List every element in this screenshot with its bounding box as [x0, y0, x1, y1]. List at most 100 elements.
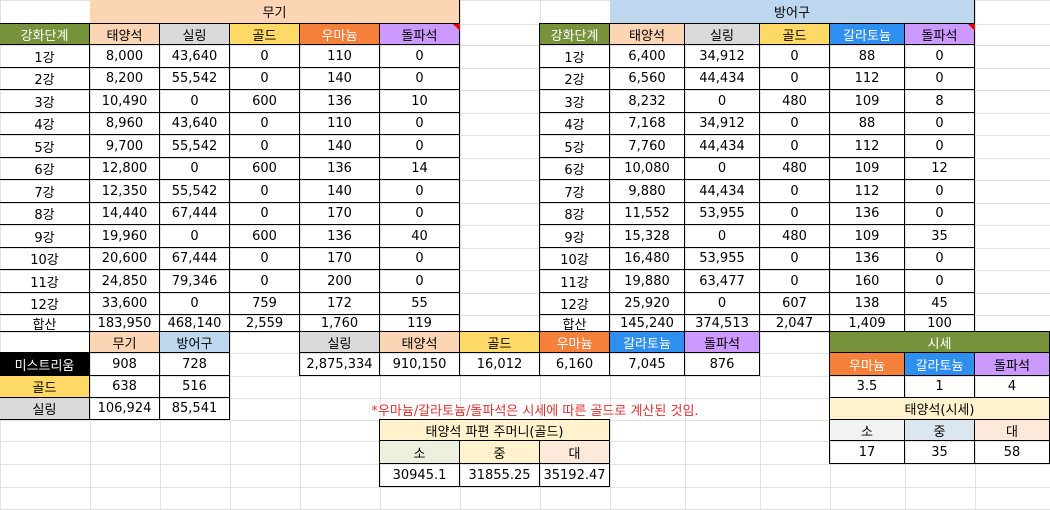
armor-row-label[interactable]: 4강: [540, 113, 610, 135]
weapon-cell[interactable]: 0: [230, 113, 300, 135]
armor-cell[interactable]: 145,240: [610, 315, 685, 332]
weapon-cell[interactable]: 0: [230, 270, 300, 293]
armor-cell[interactable]: 0: [905, 113, 975, 135]
weapon-cell[interactable]: 1,760: [300, 315, 380, 332]
weapon-cell[interactable]: 43,640: [160, 113, 230, 135]
armor-row-label[interactable]: 11강: [540, 270, 610, 293]
armor-cell[interactable]: 0: [905, 270, 975, 293]
weapon-cell[interactable]: 10: [380, 90, 460, 113]
summary-cell[interactable]: 106,924: [90, 398, 160, 420]
weapon-row-label[interactable]: 3강: [0, 90, 90, 113]
weapon-cell[interactable]: 140: [300, 135, 380, 158]
armor-cell[interactable]: 7,168: [610, 113, 685, 135]
armor-cell[interactable]: 0: [905, 135, 975, 158]
armor-cell[interactable]: 6,400: [610, 45, 685, 68]
armor-cell[interactable]: 0: [760, 270, 830, 293]
armor-header-3[interactable]: 골드: [760, 24, 830, 45]
pouch-header-2[interactable]: 대: [540, 441, 610, 464]
weapon-cell[interactable]: 0: [380, 135, 460, 158]
armor-row-label[interactable]: 6강: [540, 158, 610, 180]
weapon-row-label[interactable]: 4강: [0, 113, 90, 135]
weapon-cell[interactable]: 24,850: [90, 270, 160, 293]
armor-cell[interactable]: 88: [830, 113, 905, 135]
totals-cell[interactable]: 6,160: [540, 353, 610, 376]
weapon-cell[interactable]: 43,640: [160, 45, 230, 68]
weapon-cell[interactable]: 140: [300, 180, 380, 203]
totals-cell[interactable]: 16,012: [460, 353, 540, 376]
armor-cell[interactable]: 11,552: [610, 203, 685, 225]
weapon-cell[interactable]: 136: [300, 90, 380, 113]
weapon-row-label[interactable]: 9강: [0, 225, 90, 248]
weapon-cell[interactable]: 67,444: [160, 248, 230, 270]
armor-cell[interactable]: 0: [760, 68, 830, 90]
armor-cell[interactable]: 0: [905, 180, 975, 203]
weapon-cell[interactable]: 0: [380, 68, 460, 90]
armor-row-label[interactable]: 10강: [540, 248, 610, 270]
armor-row-label[interactable]: 1강: [540, 45, 610, 68]
armor-cell[interactable]: 136: [830, 203, 905, 225]
armor-row-label[interactable]: 8강: [540, 203, 610, 225]
weapon-cell[interactable]: 12,350: [90, 180, 160, 203]
weapon-cell[interactable]: 2,559: [230, 315, 300, 332]
pouch-header-0[interactable]: 소: [380, 441, 460, 464]
armor-header-4[interactable]: 갈라토늄: [830, 24, 905, 45]
comment-indicator-icon[interactable]: [968, 24, 975, 31]
weapon-cell[interactable]: 55,542: [160, 135, 230, 158]
weapon-row-label[interactable]: 2강: [0, 68, 90, 90]
armor-cell[interactable]: 109: [830, 90, 905, 113]
weapon-cell[interactable]: 183,950: [90, 315, 160, 332]
armor-cell[interactable]: 0: [760, 113, 830, 135]
market-cell[interactable]: 3.5: [830, 376, 905, 398]
weapon-cell[interactable]: 67,444: [160, 203, 230, 225]
armor-cell[interactable]: 1,409: [830, 315, 905, 332]
weapon-cell[interactable]: 55: [380, 293, 460, 315]
armor-row-label[interactable]: 2강: [540, 68, 610, 90]
weapon-cell[interactable]: 172: [300, 293, 380, 315]
weapon-cell[interactable]: 170: [300, 248, 380, 270]
armor-cell[interactable]: 53,955: [685, 203, 760, 225]
weapon-cell[interactable]: 468,140: [160, 315, 230, 332]
weapon-row-label[interactable]: 11강: [0, 270, 90, 293]
armor-cell[interactable]: 7,760: [610, 135, 685, 158]
weapon-header-1[interactable]: 태양석: [90, 24, 160, 45]
summary-row-label[interactable]: 미스트리움: [0, 353, 90, 376]
weapon-cell[interactable]: 55,542: [160, 180, 230, 203]
market-title[interactable]: 시세: [830, 332, 1050, 353]
weapon-cell[interactable]: 110: [300, 113, 380, 135]
weapon-cell[interactable]: 8,000: [90, 45, 160, 68]
armor-cell[interactable]: 100: [905, 315, 975, 332]
weapon-cell[interactable]: 0: [230, 68, 300, 90]
weapon-row-label[interactable]: 6강: [0, 158, 90, 180]
weapon-cell[interactable]: 8,960: [90, 113, 160, 135]
totals-cell[interactable]: 910,150: [380, 353, 460, 376]
pouch-cell[interactable]: 35192.47: [540, 464, 610, 487]
weapon-cell[interactable]: 20,600: [90, 248, 160, 270]
weapon-row-label[interactable]: 합산: [0, 315, 90, 332]
armor-cell[interactable]: 0: [905, 248, 975, 270]
weapon-cell[interactable]: 759: [230, 293, 300, 315]
armor-cell[interactable]: 25,920: [610, 293, 685, 315]
summary-row-label[interactable]: 실링: [0, 398, 90, 420]
market-cell[interactable]: 4: [975, 376, 1050, 398]
armor-cell[interactable]: 8: [905, 90, 975, 113]
armor-cell[interactable]: 44,434: [685, 68, 760, 90]
armor-cell[interactable]: 480: [760, 158, 830, 180]
pouch-header-1[interactable]: 중: [460, 441, 540, 464]
armor-row-label[interactable]: 12강: [540, 293, 610, 315]
armor-row-label[interactable]: 5강: [540, 135, 610, 158]
market-sunstone-header-0[interactable]: 소: [830, 420, 905, 441]
summary-cell[interactable]: 638: [90, 376, 160, 398]
totals-header-1[interactable]: 태양석: [380, 332, 460, 353]
pouch-title[interactable]: 태양석 파편 주머니(골드): [380, 420, 610, 441]
armor-cell[interactable]: 35: [905, 225, 975, 248]
armor-cell[interactable]: 109: [830, 225, 905, 248]
armor-cell[interactable]: 0: [760, 135, 830, 158]
weapon-cell[interactable]: 19,960: [90, 225, 160, 248]
weapon-header-0[interactable]: 강화단계: [0, 24, 90, 45]
market-sunstone-header-2[interactable]: 대: [975, 420, 1050, 441]
weapon-cell[interactable]: 119: [380, 315, 460, 332]
market-header-1[interactable]: 갈라토늄: [905, 353, 975, 376]
armor-cell[interactable]: 44,434: [685, 135, 760, 158]
armor-cell[interactable]: 607: [760, 293, 830, 315]
weapon-cell[interactable]: 0: [380, 203, 460, 225]
